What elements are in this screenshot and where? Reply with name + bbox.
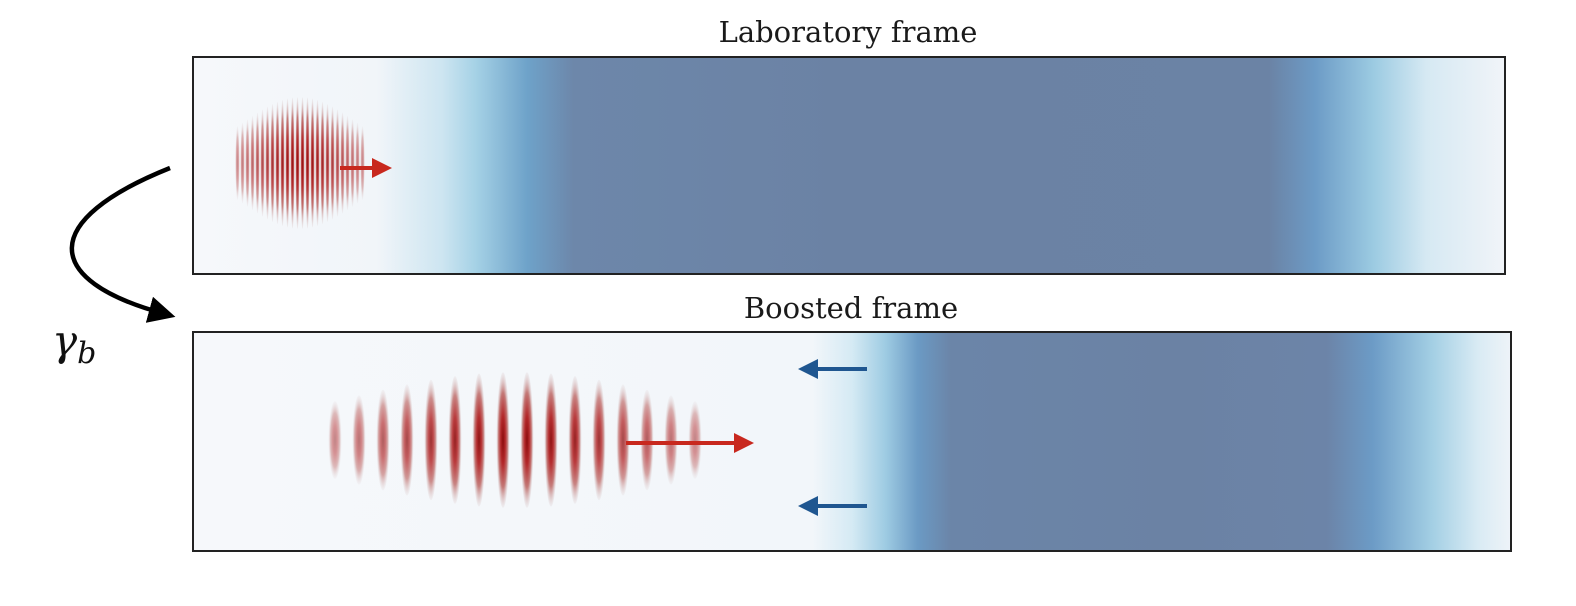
laser-stripe [544, 373, 558, 507]
laser-stripe [310, 98, 315, 228]
laser-stripe [448, 376, 462, 504]
laser-stripe [616, 384, 630, 496]
boosted-plasma [193, 332, 1511, 551]
laser-stripe [568, 376, 582, 504]
boosted-frame-border [192, 331, 1512, 552]
laser-stripe [265, 106, 270, 220]
laser-stripe [350, 119, 355, 207]
gamma-b-label: γb [52, 316, 96, 371]
laser-stripe [592, 379, 606, 501]
laser-stripe [280, 99, 285, 227]
laser-stripe [355, 122, 360, 204]
laser-stripe [290, 97, 295, 229]
laser-stripe [260, 109, 265, 217]
laser-stripe [424, 379, 438, 501]
laser-stripe [255, 112, 260, 214]
laser-stripe [300, 97, 305, 229]
laser-stripe [325, 104, 330, 222]
laser-stripe [520, 372, 534, 508]
boost-curved-arrow [69, 165, 176, 323]
laser-stripe [270, 104, 275, 222]
laser-stripe [360, 126, 365, 200]
laser-stripe [400, 384, 414, 496]
laser-stripe [330, 106, 335, 220]
boosted-laser-pulse [328, 372, 702, 508]
laser-stripe [472, 373, 486, 507]
laser-stripe [340, 112, 345, 214]
laser-stripe [245, 119, 250, 207]
lab-frame-panel [192, 56, 1506, 275]
laser-stripe [315, 99, 320, 227]
laser-stripe [640, 389, 654, 491]
laser-stripe [345, 115, 350, 211]
laser-stripe [305, 97, 310, 229]
lab-plasma [193, 57, 1505, 274]
laser-stripe [240, 122, 245, 204]
boosted-frame-title: Boosted frame [744, 291, 958, 325]
laser-stripe [496, 372, 510, 508]
lab-frame-title: Laboratory frame [719, 15, 978, 49]
laser-stripe [688, 401, 702, 479]
lab-laser-pulse [235, 97, 365, 229]
laser-stripe [352, 395, 366, 485]
laser-stripe [664, 395, 678, 485]
laser-stripe [235, 126, 240, 200]
laser-stripe [328, 401, 342, 479]
lab-frame-border [192, 56, 1506, 275]
boosted-frame-panel [192, 331, 1512, 552]
laser-stripe [320, 101, 325, 225]
laser-stripe [275, 101, 280, 225]
laser-stripe [335, 109, 340, 217]
laser-stripe [250, 115, 255, 211]
laser-stripe [295, 97, 300, 229]
laser-stripe [376, 389, 390, 491]
laser-stripe [285, 98, 290, 228]
